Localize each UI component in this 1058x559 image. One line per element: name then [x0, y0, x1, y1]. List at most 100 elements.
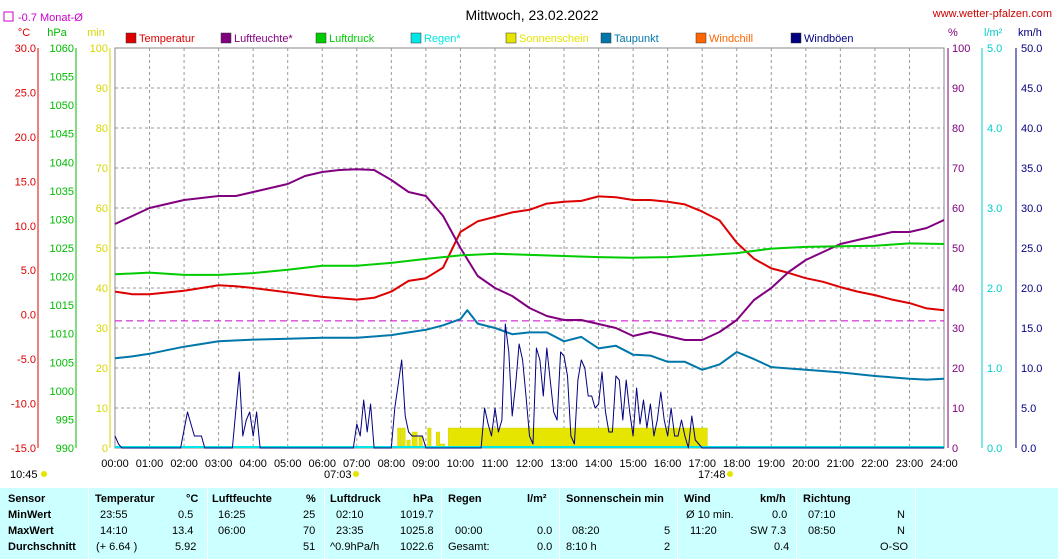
x-tick-label: 20:00	[792, 458, 820, 470]
temp-tick-label: -15.0	[11, 443, 36, 455]
stat-cell: N	[897, 509, 905, 521]
legend-label: Sonnenschein	[519, 33, 589, 45]
sun-icon	[41, 471, 47, 477]
stat-cell: 0.4	[774, 541, 790, 553]
x-tick-label: 02:00	[170, 458, 198, 470]
x-tick-label: 06:00	[308, 458, 336, 470]
header-humidity-unit: %	[306, 493, 316, 505]
stat-cell: 0.0	[772, 509, 788, 521]
pressure-tick-label: 1035	[50, 186, 74, 198]
x-tick-label: 13:00	[550, 458, 578, 470]
humidity-tick-label: 30	[952, 323, 964, 335]
x-tick-label: 00:00	[101, 458, 129, 470]
legend-swatch	[790, 32, 802, 44]
x-tick-label: 12:00	[516, 458, 544, 470]
temp-tick-label: 5.0	[21, 265, 36, 277]
wind-tick-label: 10.0	[1021, 363, 1042, 375]
sun_minutes-tick-label: 60	[96, 203, 108, 215]
sun_minutes-tick-label: 80	[96, 123, 108, 135]
x-tick-label: 22:00	[861, 458, 889, 470]
humidity-tick-label: 70	[952, 163, 964, 175]
sun_minutes-tick-label: 70	[96, 163, 108, 175]
temp-tick-label: 0.0	[21, 310, 36, 322]
stat-cell: 06:00	[218, 525, 246, 537]
x-tick-label: 05:00	[274, 458, 302, 470]
wind-tick-label: 15.0	[1021, 323, 1042, 335]
sunshine-bar	[427, 427, 432, 449]
series-line-luftdruck	[114, 242, 945, 276]
sunshine-bar	[411, 431, 418, 449]
pressure-tick-label: 1040	[50, 157, 74, 169]
stat-cell: (+ 6.64 )	[96, 541, 138, 553]
legend-label: Luftfeuchte*	[234, 33, 293, 45]
stat-cell: 0.0	[537, 525, 553, 537]
site-link[interactable]: www.wetter-pfalzen.com	[932, 8, 1052, 20]
marker-note: -0.7 Monat-Ø	[18, 12, 83, 24]
pressure-tick-label: 1000	[50, 386, 74, 398]
pressure-tick-label: 1015	[50, 300, 74, 312]
row-label-avg: Durchschnitt	[8, 541, 76, 553]
stat-cell: 00:00	[455, 525, 483, 537]
temp-tick-label: 30.0	[15, 43, 36, 55]
x-tick-label: 23:00	[896, 458, 924, 470]
header-pressure-unit: hPa	[413, 493, 434, 505]
stat-cell: Gesamt:	[448, 541, 490, 553]
header-wind-unit: km/h	[760, 493, 786, 505]
humidity-tick-label: 90	[952, 83, 964, 95]
x-tick-label: 07:00	[343, 458, 371, 470]
sun_minutes-tick-label: 0	[102, 443, 108, 455]
rain-unit-label: l/m²	[984, 27, 1003, 39]
stat-cell: 1025.8	[400, 525, 434, 537]
stat-cell: N	[897, 525, 905, 537]
legend-label: Temperatur	[139, 33, 195, 45]
humidity-tick-label: 100	[952, 43, 970, 55]
humidity-unit-label: %	[948, 27, 958, 39]
row-label-min: MinWert	[8, 509, 52, 521]
temp-tick-label: -5.0	[17, 354, 36, 366]
header-temperature-unit: °C	[186, 493, 199, 505]
column-separator	[324, 488, 325, 559]
sun_minutes-tick-label: 20	[96, 363, 108, 375]
pressure-tick-label: 1045	[50, 129, 74, 141]
chart-legend: Temperatur Luftfeuchte* Luftdruck Regen* Son…	[125, 32, 854, 45]
series-line-taupunkt	[114, 309, 945, 381]
column-separator	[796, 488, 797, 559]
wind-tick-label: 35.0	[1021, 163, 1042, 175]
sunset-sun-icon	[727, 471, 733, 477]
stat-cell: O-SO	[880, 541, 909, 553]
legend-label: Regen*	[424, 33, 461, 45]
x-tick-label: 14:00	[585, 458, 613, 470]
sun_minutes-tick-label: 50	[96, 243, 108, 255]
humidity-tick-label: 80	[952, 123, 964, 135]
legend-swatch	[695, 32, 707, 44]
x-tick-label: 04:00	[239, 458, 267, 470]
pressure-unit-label: hPa	[47, 27, 67, 39]
temp-tick-label: 20.0	[15, 132, 36, 144]
stat-cell: ^0.9hPa/h	[330, 541, 380, 553]
legend-label: Luftdruck	[329, 33, 375, 45]
column-separator	[207, 488, 208, 559]
rain-tick-label: 3.0	[987, 203, 1002, 215]
stat-cell: 5	[664, 525, 671, 537]
chart-grid	[114, 47, 945, 449]
stat-cell: 23:55	[100, 509, 128, 521]
pressure-tick-label: 1060	[50, 43, 74, 55]
legend-label: Taupunkt	[614, 33, 659, 45]
header-rain: Regen	[448, 493, 482, 505]
stat-cell: 1022.6	[400, 541, 434, 553]
legend-swatch	[410, 32, 422, 44]
legend-label: Windböen	[804, 33, 854, 45]
legend-swatch	[315, 32, 327, 44]
column-separator	[559, 488, 560, 559]
wind-tick-label: 40.0	[1021, 123, 1042, 135]
stat-cell: 25	[303, 509, 316, 521]
stat-cell: 5.92	[175, 541, 197, 553]
stat-cell: 13.4	[172, 525, 194, 537]
pressure-tick-label: 1005	[50, 357, 74, 369]
sun_minutes-tick-label: 90	[96, 83, 108, 95]
x-tick-label: 15:00	[619, 458, 647, 470]
sun_minutes-tick-label: 40	[96, 283, 108, 295]
x-tick-label: 11:00	[482, 458, 509, 470]
wind-tick-label: 25.0	[1021, 243, 1042, 255]
temp-tick-label: 15.0	[15, 176, 36, 188]
